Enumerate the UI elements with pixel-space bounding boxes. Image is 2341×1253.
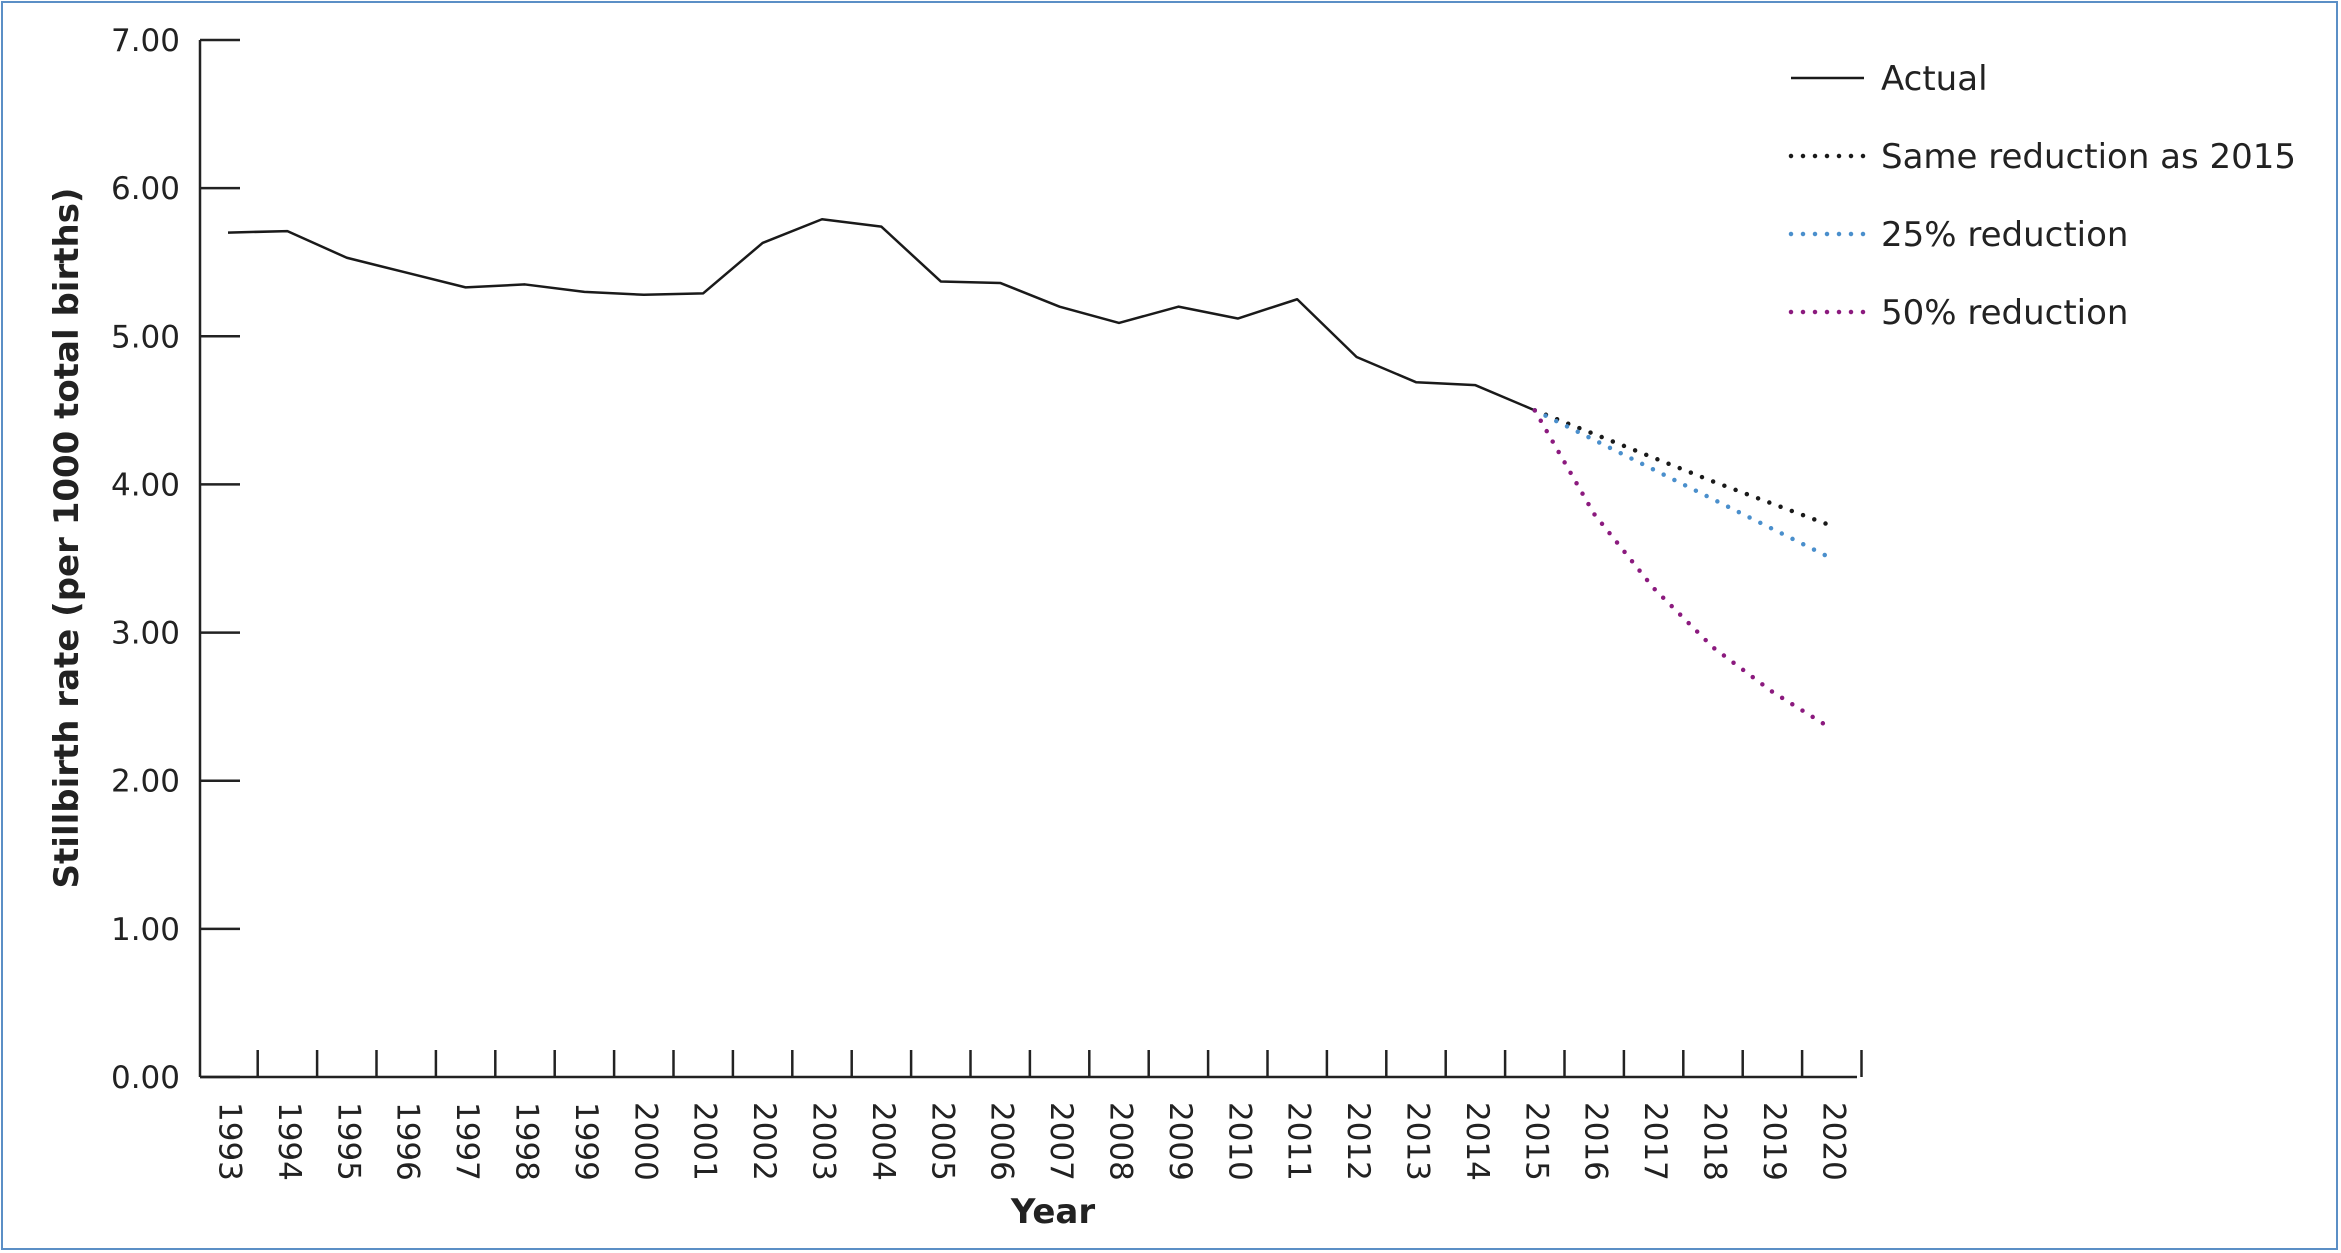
x-tick-label: 2011 <box>1281 1102 1317 1181</box>
x-tick-label: 1994 <box>271 1102 307 1181</box>
x-tick-label: 1999 <box>568 1102 604 1181</box>
x-axis-ticks: 1993 1994 1995 1996 1997 1998 1999 2000 2001 2002… <box>212 1050 1863 1181</box>
x-tick-label: 2018 <box>1697 1102 1733 1181</box>
y-axis-title: Stillbirth rate (per 1000 total births) <box>47 188 87 889</box>
y-tick-label: 5.00 <box>111 319 180 355</box>
y-axis-ticks: 0.00 1.00 2.00 3.00 4.00 5.00 6.00 7.00 <box>111 23 240 1096</box>
x-tick-label: 2017 <box>1637 1102 1673 1181</box>
x-tick-label: 2009 <box>1162 1102 1198 1181</box>
x-tick-label: 1993 <box>212 1102 248 1181</box>
y-tick-label: 6.00 <box>111 171 180 207</box>
x-tick-label: 2012 <box>1340 1102 1376 1181</box>
legend-label: 25% reduction <box>1881 215 2128 255</box>
y-tick-label: 7.00 <box>111 23 180 59</box>
x-tick-label: 2008 <box>1103 1102 1139 1181</box>
x-tick-label: 2002 <box>746 1102 782 1181</box>
x-axis-title: Year <box>1010 1192 1096 1232</box>
x-tick-label: 2007 <box>1043 1102 1079 1181</box>
x-tick-label: 1995 <box>330 1102 366 1181</box>
series-actual-line <box>227 218 1536 412</box>
x-tick-label: 2019 <box>1756 1102 1792 1181</box>
x-tick-label: 2013 <box>1400 1102 1436 1181</box>
y-tick-label: 0.00 <box>111 1060 180 1096</box>
x-tick-label: 2015 <box>1518 1102 1554 1181</box>
y-tick-label: 1.00 <box>111 912 180 948</box>
series-25-reduction-line <box>1532 408 1835 561</box>
legend-label: Same reduction as 2015 <box>1881 137 2296 177</box>
legend-label: Actual <box>1881 59 1988 99</box>
series-same-reduction-as-2015-line <box>1532 408 1835 529</box>
legend-label: 50% reduction <box>1881 293 2128 333</box>
series-lines <box>227 218 1835 732</box>
x-tick-label: 2016 <box>1578 1102 1614 1181</box>
x-tick-label: 1998 <box>509 1102 545 1181</box>
x-tick-label: 2014 <box>1459 1102 1495 1181</box>
y-tick-label: 4.00 <box>111 467 180 503</box>
axes <box>198 40 1857 1079</box>
x-tick-label: 2001 <box>687 1102 723 1181</box>
x-tick-label: 1996 <box>390 1102 426 1181</box>
x-tick-label: 2003 <box>806 1102 842 1181</box>
x-tick-label: 2010 <box>1221 1102 1257 1181</box>
x-tick-label: 2006 <box>984 1102 1020 1181</box>
x-tick-label: 1997 <box>449 1102 485 1181</box>
x-tick-label: 2020 <box>1815 1102 1851 1181</box>
series-50-reduction-line <box>1532 408 1835 732</box>
y-tick-label: 2.00 <box>111 764 180 800</box>
x-tick-label: 2004 <box>865 1102 901 1181</box>
legend: Actual Same reduction as 2015 25% reductio… <box>1788 59 2296 333</box>
x-tick-label: 2000 <box>627 1102 663 1181</box>
x-tick-label: 2005 <box>924 1102 960 1181</box>
y-tick-label: 3.00 <box>111 616 180 652</box>
